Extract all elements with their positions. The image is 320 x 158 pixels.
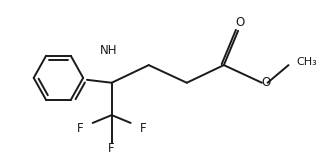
- Text: F: F: [77, 122, 84, 135]
- Text: NH: NH: [100, 44, 117, 57]
- Text: O: O: [261, 76, 270, 89]
- Text: F: F: [140, 122, 146, 135]
- Text: F: F: [108, 142, 115, 155]
- Text: O: O: [236, 16, 244, 29]
- Text: CH₃: CH₃: [296, 57, 317, 67]
